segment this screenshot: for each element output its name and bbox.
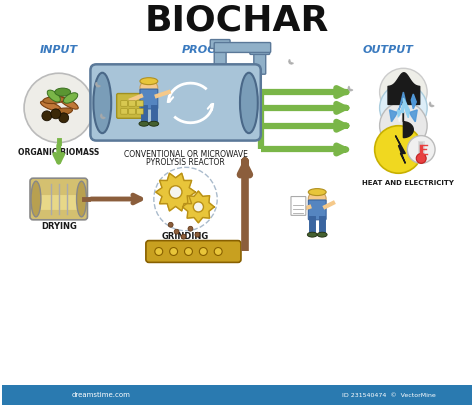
FancyBboxPatch shape bbox=[30, 178, 88, 220]
FancyBboxPatch shape bbox=[91, 64, 261, 141]
Ellipse shape bbox=[240, 73, 258, 133]
FancyBboxPatch shape bbox=[214, 43, 271, 52]
Ellipse shape bbox=[51, 108, 73, 116]
Polygon shape bbox=[348, 86, 350, 90]
Circle shape bbox=[200, 247, 207, 256]
Ellipse shape bbox=[77, 181, 86, 217]
Bar bbox=[2, 385, 472, 405]
Text: ID 231540474  ©  VectorMine: ID 231540474 © VectorMine bbox=[342, 392, 436, 398]
Text: dreamstime.com: dreamstime.com bbox=[72, 392, 131, 398]
Circle shape bbox=[51, 109, 61, 119]
Polygon shape bbox=[403, 112, 413, 138]
Circle shape bbox=[374, 126, 422, 173]
Ellipse shape bbox=[139, 121, 149, 126]
FancyBboxPatch shape bbox=[308, 200, 326, 220]
Ellipse shape bbox=[308, 189, 326, 196]
Circle shape bbox=[168, 222, 173, 227]
Text: DRYING: DRYING bbox=[41, 222, 77, 231]
Polygon shape bbox=[411, 94, 416, 109]
FancyBboxPatch shape bbox=[291, 196, 306, 215]
Circle shape bbox=[188, 226, 193, 231]
FancyBboxPatch shape bbox=[121, 109, 128, 114]
FancyBboxPatch shape bbox=[129, 101, 135, 106]
Text: HEAT AND ELECTRICITY: HEAT AND ELECTRICITY bbox=[363, 180, 454, 186]
Text: PROCESS: PROCESS bbox=[182, 45, 239, 55]
Polygon shape bbox=[395, 136, 405, 163]
FancyBboxPatch shape bbox=[121, 101, 128, 106]
FancyBboxPatch shape bbox=[214, 45, 226, 74]
Polygon shape bbox=[96, 82, 97, 86]
Polygon shape bbox=[100, 114, 102, 118]
Circle shape bbox=[170, 247, 178, 256]
Text: PYROLYSIS REACTOR: PYROLYSIS REACTOR bbox=[146, 158, 225, 167]
Circle shape bbox=[214, 247, 222, 256]
Text: ORGANIC BIOMASS: ORGANIC BIOMASS bbox=[18, 148, 100, 157]
Polygon shape bbox=[156, 173, 195, 211]
Ellipse shape bbox=[149, 121, 159, 126]
Text: OUTPUT: OUTPUT bbox=[363, 45, 414, 55]
Text: CONVENTIONAL OR MICROWAVE: CONVENTIONAL OR MICROWAVE bbox=[124, 150, 247, 159]
Ellipse shape bbox=[55, 88, 71, 96]
Text: BIOGAS: BIOGAS bbox=[387, 137, 419, 146]
Text: INPUT: INPUT bbox=[40, 45, 78, 55]
FancyBboxPatch shape bbox=[137, 101, 143, 106]
Circle shape bbox=[181, 234, 186, 239]
Circle shape bbox=[174, 229, 179, 234]
FancyBboxPatch shape bbox=[137, 109, 143, 114]
Circle shape bbox=[193, 202, 203, 212]
FancyBboxPatch shape bbox=[37, 195, 81, 210]
Text: BIO-OIL: BIO-OIL bbox=[387, 155, 419, 164]
Text: BIOCHAR: BIOCHAR bbox=[145, 4, 329, 38]
Ellipse shape bbox=[140, 78, 158, 85]
Ellipse shape bbox=[93, 73, 111, 133]
Ellipse shape bbox=[307, 232, 317, 237]
Circle shape bbox=[380, 102, 427, 149]
Circle shape bbox=[169, 186, 182, 198]
Polygon shape bbox=[397, 98, 410, 118]
Polygon shape bbox=[290, 63, 293, 64]
Polygon shape bbox=[289, 60, 290, 63]
Polygon shape bbox=[96, 85, 100, 87]
Circle shape bbox=[140, 79, 158, 97]
Circle shape bbox=[42, 111, 52, 121]
FancyBboxPatch shape bbox=[140, 89, 158, 109]
Circle shape bbox=[184, 247, 192, 256]
Text: GRINDING: GRINDING bbox=[162, 232, 209, 241]
Circle shape bbox=[380, 68, 427, 116]
Ellipse shape bbox=[40, 101, 61, 111]
Polygon shape bbox=[399, 116, 401, 122]
Circle shape bbox=[416, 153, 426, 163]
Circle shape bbox=[195, 232, 200, 237]
Ellipse shape bbox=[43, 96, 64, 104]
FancyBboxPatch shape bbox=[250, 45, 270, 54]
Circle shape bbox=[380, 84, 427, 132]
Ellipse shape bbox=[317, 232, 327, 237]
Circle shape bbox=[59, 113, 69, 123]
Polygon shape bbox=[390, 92, 417, 122]
Ellipse shape bbox=[59, 97, 78, 109]
FancyBboxPatch shape bbox=[254, 51, 266, 74]
Polygon shape bbox=[349, 90, 353, 91]
Polygon shape bbox=[429, 102, 431, 106]
Polygon shape bbox=[182, 191, 214, 223]
Polygon shape bbox=[101, 117, 105, 119]
FancyBboxPatch shape bbox=[146, 241, 241, 262]
Circle shape bbox=[24, 73, 93, 143]
FancyBboxPatch shape bbox=[117, 94, 147, 118]
FancyBboxPatch shape bbox=[129, 109, 135, 114]
FancyBboxPatch shape bbox=[210, 40, 230, 49]
Ellipse shape bbox=[64, 93, 78, 103]
Ellipse shape bbox=[47, 90, 60, 102]
Circle shape bbox=[155, 247, 163, 256]
Ellipse shape bbox=[31, 181, 41, 217]
Circle shape bbox=[407, 136, 435, 163]
Circle shape bbox=[308, 190, 326, 208]
Polygon shape bbox=[430, 105, 434, 107]
Text: BIOCHAR: BIOCHAR bbox=[384, 121, 423, 130]
